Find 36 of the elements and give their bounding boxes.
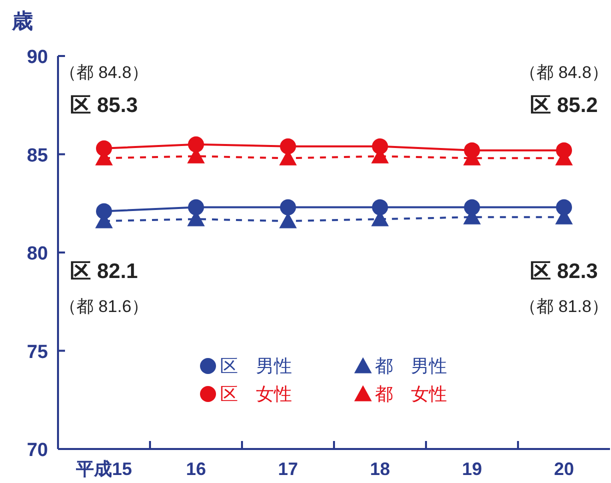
x-tick-label: 平成15 — [74, 459, 132, 479]
x-tick-label: 16 — [186, 459, 206, 479]
annotation: 区 85.2 — [530, 94, 598, 117]
annotation: （都 81.6） — [60, 297, 148, 316]
annotation: 区 82.1 — [70, 260, 138, 283]
x-tick-label: 20 — [554, 459, 574, 479]
y-tick-label: 85 — [26, 145, 48, 166]
point — [464, 199, 480, 216]
annotation: 区 82.3 — [530, 260, 598, 283]
point — [372, 138, 388, 154]
point — [96, 140, 112, 156]
point — [372, 199, 388, 216]
point — [188, 136, 204, 152]
legend-label: 区 女性 — [220, 384, 292, 404]
annotation: （都 84.8） — [520, 63, 608, 82]
y-axis-title: 歳 — [11, 10, 33, 33]
legend-label: 区 男性 — [220, 356, 292, 376]
point — [556, 199, 572, 216]
x-tick-label: 19 — [462, 459, 482, 479]
y-tick-label: 90 — [26, 47, 48, 68]
annotation: 区 85.3 — [70, 94, 138, 117]
y-tick-label: 80 — [26, 244, 48, 264]
point — [96, 203, 112, 220]
y-tick-label: 75 — [26, 342, 48, 363]
point — [280, 199, 296, 216]
legend-label: 都 男性 — [375, 356, 447, 376]
x-tick-label: 17 — [278, 459, 298, 479]
point — [464, 142, 480, 158]
y-tick-label: 70 — [26, 440, 48, 461]
point — [188, 199, 204, 216]
legend-label: 都 女性 — [375, 384, 447, 404]
point — [556, 142, 572, 158]
annotation: （都 84.8） — [60, 63, 148, 82]
annotation: （都 81.8） — [520, 297, 608, 316]
x-tick-label: 18 — [370, 459, 390, 479]
point — [280, 138, 296, 154]
